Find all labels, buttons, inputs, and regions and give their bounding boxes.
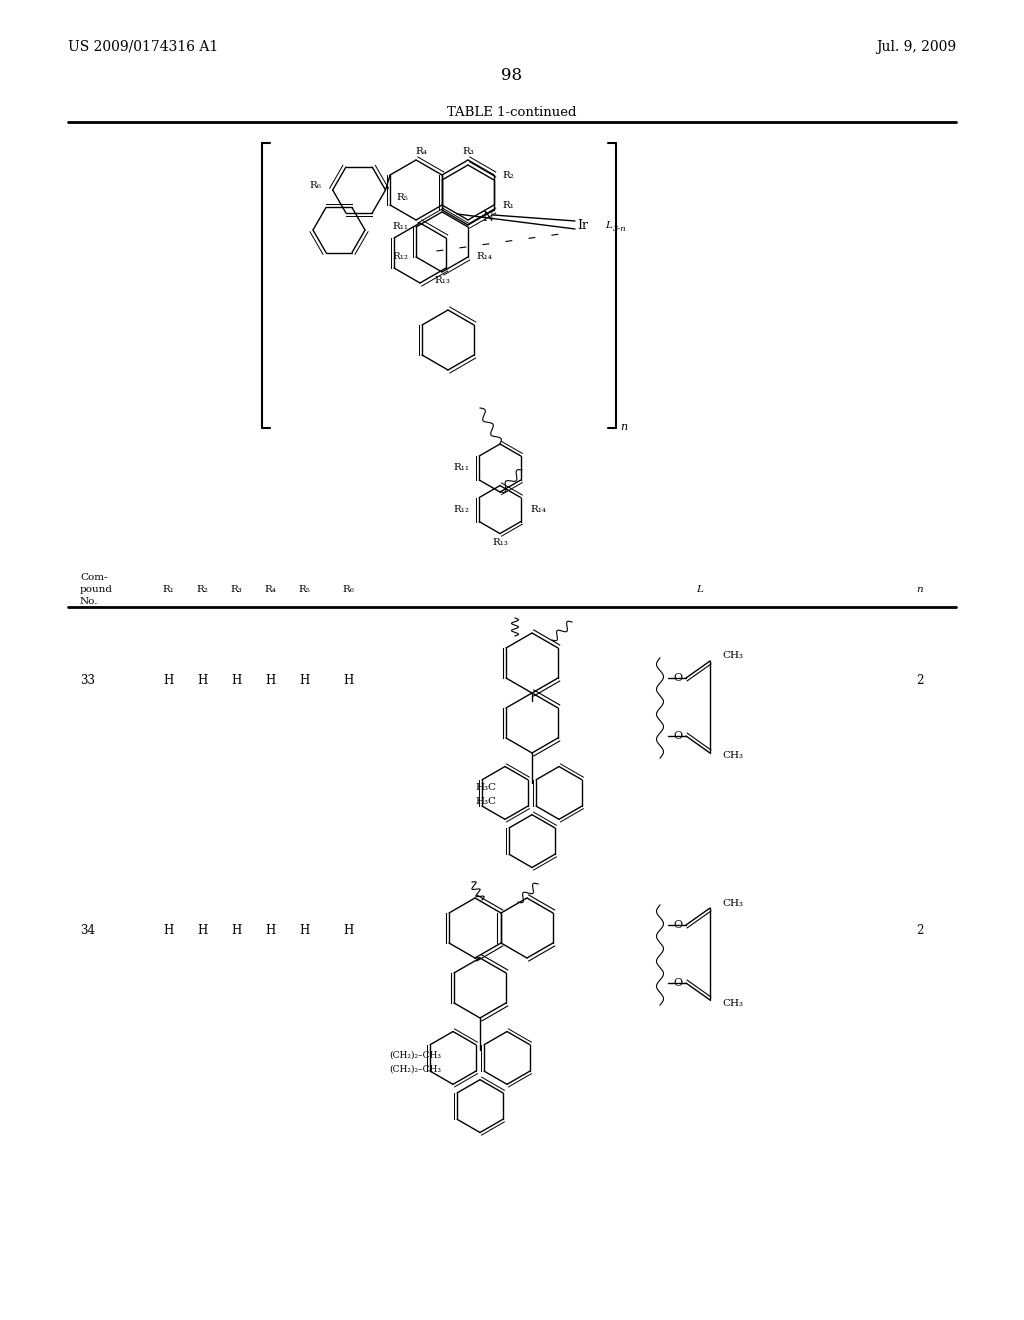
Text: R₁₁: R₁₁	[392, 223, 408, 231]
Text: pound: pound	[80, 585, 113, 594]
Text: R₁₄: R₁₄	[530, 506, 547, 513]
Text: R₁₃: R₁₃	[434, 276, 450, 285]
Text: O: O	[674, 731, 683, 741]
Text: H: H	[265, 673, 275, 686]
Text: R₄: R₄	[264, 585, 275, 594]
Text: H: H	[299, 924, 309, 936]
Text: L: L	[605, 222, 612, 231]
Text: H: H	[299, 673, 309, 686]
Text: R₁₂: R₁₂	[392, 252, 408, 261]
Text: 3-n: 3-n	[613, 224, 627, 234]
Text: H: H	[230, 673, 241, 686]
Text: H₃C: H₃C	[475, 784, 496, 792]
Text: R₄: R₄	[415, 148, 427, 157]
Text: L: L	[696, 585, 703, 594]
Text: R₁: R₁	[502, 201, 514, 210]
Text: R₃: R₃	[230, 585, 242, 594]
Text: (CH₂)₂–CH₃: (CH₂)₂–CH₃	[389, 1064, 441, 1073]
Text: R₆: R₆	[309, 181, 322, 190]
Text: TABLE 1-continued: TABLE 1-continued	[447, 106, 577, 119]
Text: Com-: Com-	[80, 573, 108, 582]
Text: H: H	[343, 924, 353, 936]
Text: H: H	[197, 673, 207, 686]
Text: R₂: R₂	[196, 585, 208, 594]
Text: CH₃: CH₃	[722, 998, 743, 1007]
Text: Jul. 9, 2009: Jul. 9, 2009	[876, 40, 956, 54]
Text: (CH₂)₂–CH₃: (CH₂)₂–CH₃	[389, 1051, 441, 1060]
Text: R₁₂: R₁₂	[454, 506, 469, 513]
Text: R₅: R₅	[396, 194, 408, 202]
Text: R₁₁: R₁₁	[454, 463, 469, 473]
Text: 34: 34	[80, 924, 95, 936]
Text: N: N	[482, 211, 494, 224]
Text: R₅: R₅	[298, 585, 310, 594]
Text: R₁: R₁	[162, 585, 174, 594]
Text: 2: 2	[916, 924, 924, 936]
Text: CH₃: CH₃	[722, 899, 743, 908]
Text: H: H	[163, 673, 173, 686]
Text: n: n	[620, 422, 627, 432]
Text: No.: No.	[80, 597, 98, 606]
Text: R₂: R₂	[502, 170, 514, 180]
Text: R₁₃: R₁₃	[493, 539, 508, 546]
Text: 2: 2	[916, 673, 924, 686]
Text: US 2009/0174316 A1: US 2009/0174316 A1	[68, 40, 218, 54]
Text: O: O	[674, 920, 683, 931]
Text: 98: 98	[502, 67, 522, 84]
Text: n: n	[916, 585, 924, 594]
Text: CH₃: CH₃	[722, 652, 743, 660]
Text: H: H	[343, 673, 353, 686]
Text: H: H	[265, 924, 275, 936]
Text: H: H	[230, 924, 241, 936]
Text: O: O	[674, 673, 683, 682]
Text: R₆: R₆	[342, 585, 354, 594]
Text: R₃: R₃	[462, 148, 474, 157]
Text: H: H	[163, 924, 173, 936]
Text: H: H	[197, 924, 207, 936]
Text: CH₃: CH₃	[722, 751, 743, 760]
Text: O: O	[674, 978, 683, 987]
Text: H₃C: H₃C	[475, 797, 496, 807]
Text: 33: 33	[80, 673, 95, 686]
Text: Ir: Ir	[578, 219, 589, 232]
Text: R₁₄: R₁₄	[476, 252, 492, 261]
